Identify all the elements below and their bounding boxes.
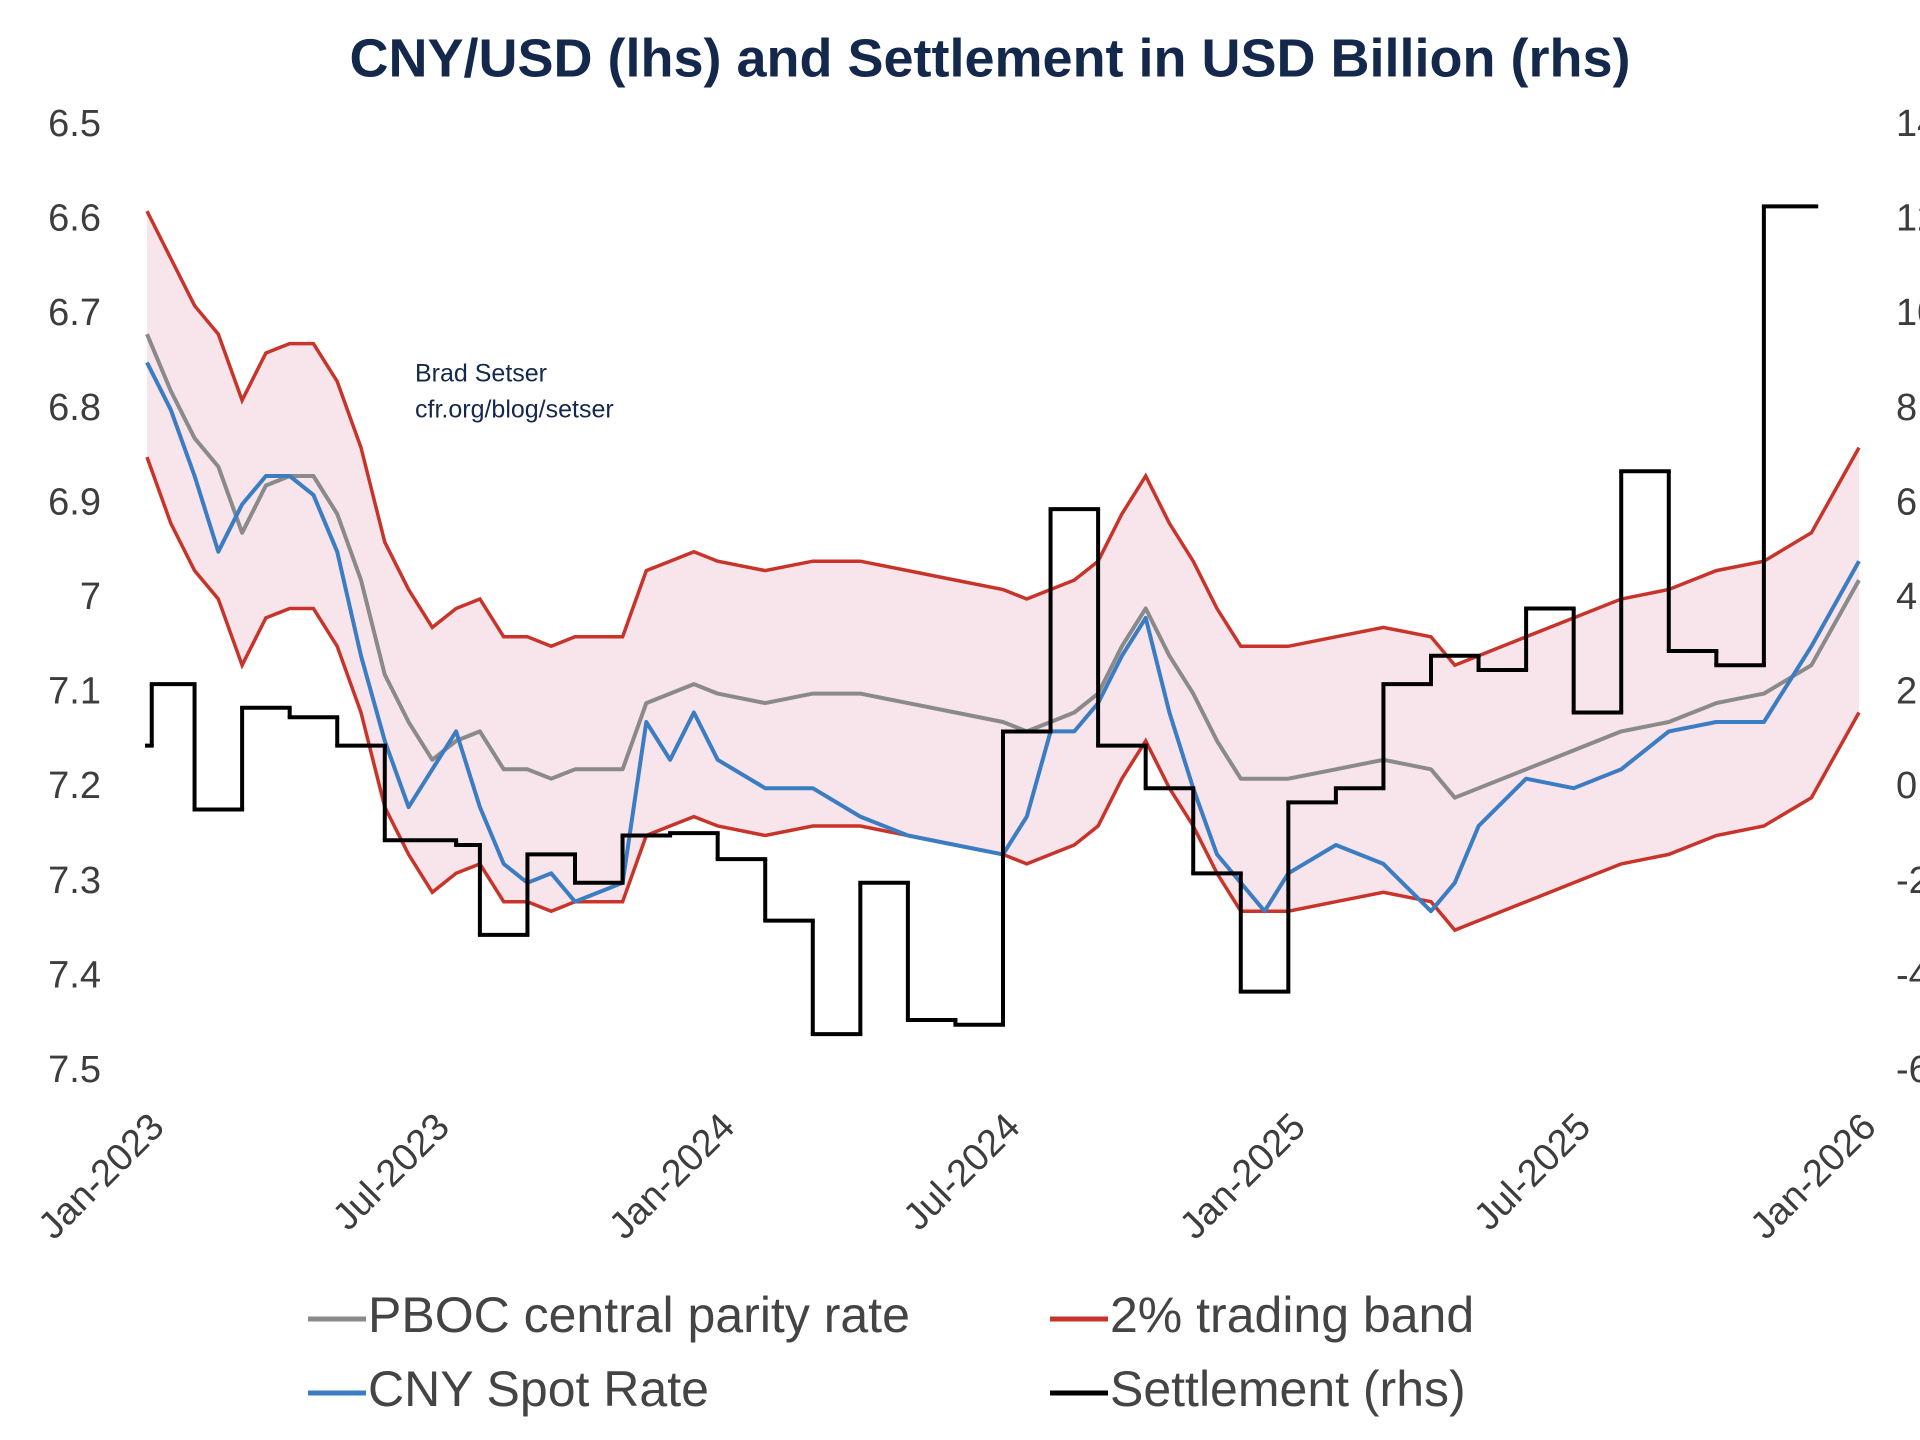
- x-tick-label: Jan-2024: [601, 1106, 743, 1248]
- x-tick-label: Jul-2025: [1466, 1106, 1599, 1239]
- y-tick-label: 6.5: [48, 103, 101, 145]
- y2-tick-label: 2: [1896, 671, 1917, 713]
- y2-tick-label: 14: [1896, 103, 1920, 145]
- y-tick-label: 7.5: [48, 1049, 101, 1091]
- y2-tick-label: 10: [1896, 292, 1920, 334]
- band-fill: [147, 211, 1859, 931]
- y2-tick-label: -2: [1896, 860, 1920, 902]
- y2-tick-label: 12: [1896, 198, 1920, 240]
- y2-tick-label: 0: [1896, 765, 1917, 807]
- y-tick-label: 7.3: [48, 860, 101, 902]
- y2-tick-label: 4: [1896, 576, 1917, 618]
- chart-title: CNY/USD (lhs) and Settlement in USD Bill…: [349, 28, 1630, 88]
- y-tick-label: 6.8: [48, 387, 101, 429]
- series-line: [145, 333, 1861, 800]
- annotation: cfr.org/blog/setser: [415, 396, 614, 424]
- y2-tick-label: 8: [1896, 387, 1917, 429]
- y-tick-label: 7.4: [48, 954, 101, 996]
- y-tick-label: 6.9: [48, 481, 101, 523]
- y2-tick-label: -6: [1896, 1049, 1920, 1091]
- band-line: [145, 210, 1861, 668]
- y-tick-label: 6.7: [48, 292, 101, 334]
- y-tick-label: 6.6: [48, 198, 101, 240]
- x-tick-label: Jan-2023: [31, 1106, 173, 1248]
- x-tick-label: Jul-2024: [896, 1106, 1029, 1239]
- legend-label: Settlement (rhs): [1110, 1361, 1466, 1417]
- y2-tick-label: 6: [1896, 481, 1917, 523]
- legend-label: CNY Spot Rate: [368, 1361, 709, 1417]
- x-tick-label: Jan-2025: [1172, 1106, 1314, 1248]
- x-tick-label: Jul-2023: [325, 1106, 458, 1239]
- y2-tick-label: -4: [1896, 954, 1920, 996]
- y-tick-label: 7.1: [48, 671, 101, 713]
- y-tick-label: 7: [80, 576, 101, 618]
- x-tick-label: Jan-2026: [1743, 1106, 1885, 1248]
- legend-label: PBOC central parity rate: [368, 1287, 910, 1343]
- annotation: Brad Setser: [415, 360, 547, 388]
- y-tick-label: 7.2: [48, 765, 101, 807]
- legend-label: 2% trading band: [1110, 1287, 1474, 1343]
- series-line: [145, 361, 1861, 914]
